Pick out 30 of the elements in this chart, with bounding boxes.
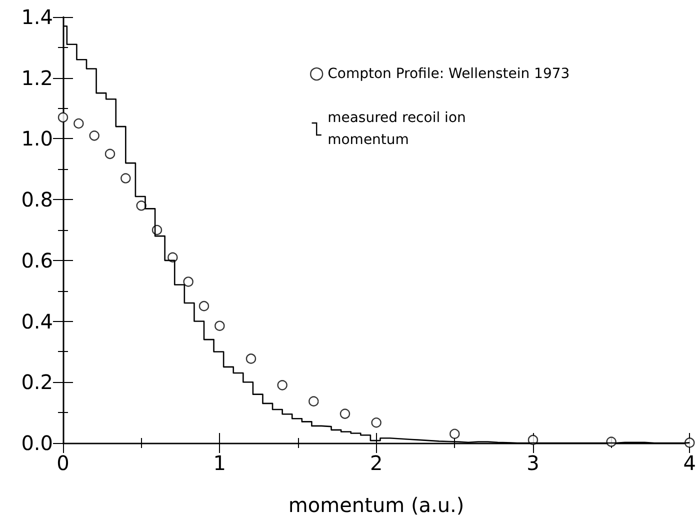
point — [214, 320, 225, 331]
legend-label: measured recoil ion momentum — [328, 110, 470, 148]
point — [246, 354, 256, 364]
y-tick-label: 0.4 — [21, 309, 53, 334]
point — [450, 428, 460, 439]
point — [340, 408, 350, 419]
point — [58, 112, 68, 123]
x-axis-title: momentum (a.u.) — [288, 493, 464, 517]
y-tick-label: 1.2 — [21, 66, 53, 90]
point — [104, 148, 116, 160]
legend-label: Compton Profile: Wellenstein 1973 — [328, 66, 570, 82]
point — [277, 380, 288, 390]
x-tick-label: 4 — [683, 451, 696, 475]
y-tick-label: 1.4 — [21, 5, 53, 29]
point — [198, 300, 210, 312]
y-tick-label: 1.0 — [21, 126, 53, 151]
point — [308, 396, 319, 406]
y-tick-label: 0.0 — [21, 431, 53, 455]
y-tick-label: 0.8 — [21, 188, 53, 212]
point — [74, 118, 84, 129]
y-tick-label: 0.2 — [21, 370, 53, 394]
point — [183, 276, 194, 287]
x-tick-label: 1 — [213, 451, 226, 475]
x-tick-label: 3 — [526, 451, 540, 475]
x-tick-label: 2 — [370, 451, 383, 475]
point — [120, 173, 131, 184]
x-tick-label: 0 — [56, 451, 70, 475]
point — [89, 130, 100, 141]
y-tick-label: 0.6 — [21, 248, 53, 272]
point — [371, 418, 382, 428]
